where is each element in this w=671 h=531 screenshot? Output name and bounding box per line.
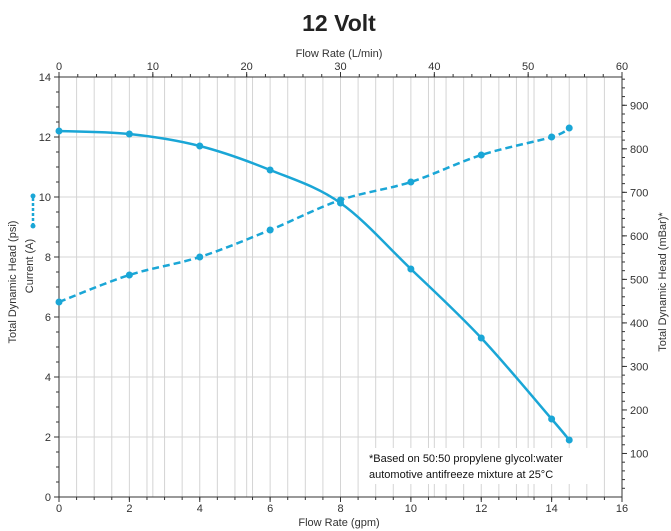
grid — [58, 76, 623, 498]
top-x-axis-title: Flow Rate (L/min) — [296, 48, 383, 60]
x-tick-label: 8 — [337, 503, 343, 515]
head-point — [125, 130, 133, 138]
x-tick-label: 14 — [546, 503, 558, 515]
current-point — [565, 124, 573, 132]
y-tick-label: 6 — [45, 312, 51, 324]
x2-tick-label: 20 — [241, 61, 253, 73]
x-tick-label: 6 — [267, 503, 273, 515]
current-line — [58, 126, 570, 304]
current-point — [407, 178, 415, 186]
y-tick-label: 4 — [45, 372, 51, 384]
y-tick-label: 0 — [45, 492, 51, 504]
x-tick-label: 2 — [126, 503, 132, 515]
y2-tick-label: 500 — [630, 274, 648, 286]
current-legend-swatch — [30, 193, 36, 229]
y-tick-label: 14 — [39, 72, 51, 84]
head-point — [196, 142, 204, 150]
current-point — [477, 151, 485, 159]
x-tick-label: 0 — [56, 503, 62, 515]
current-point — [55, 298, 63, 306]
right-y-axis-title: Total Dynamic Head (mBar)* — [657, 212, 669, 352]
head-point — [55, 127, 63, 135]
y2-tick-label: 800 — [630, 144, 648, 156]
current-point — [548, 133, 556, 141]
x-tick-label: 4 — [197, 503, 203, 515]
current-point — [266, 226, 274, 234]
current-point — [125, 271, 133, 279]
head-point — [407, 265, 415, 273]
y2-tick-label: 900 — [630, 100, 648, 112]
footnote-line-1: *Based on 50:50 propylene glycol:water — [369, 453, 563, 465]
footnote: *Based on 50:50 propylene glycol:water a… — [366, 448, 593, 484]
x2-tick-label: 30 — [334, 61, 346, 73]
series-group — [55, 124, 573, 444]
x-tick-label: 10 — [405, 503, 417, 515]
y2-tick-label: 400 — [630, 318, 648, 330]
head-point — [477, 334, 485, 342]
bottom-x-axis-title: Flow Rate (gpm) — [298, 517, 379, 529]
y2-tick-label: 100 — [630, 448, 648, 460]
chart-title: 12 Volt — [302, 10, 376, 36]
x2-tick-label: 60 — [616, 61, 628, 73]
y-tick-label: 8 — [45, 252, 51, 264]
x2-tick-label: 50 — [522, 61, 534, 73]
y-tick-label: 12 — [39, 132, 51, 144]
axes: 0 2 4 6 8 10 12 14 160 10 20 30 40 50 6002468101214100… — [39, 61, 649, 515]
x2-tick-label: 0 — [56, 61, 62, 73]
x-tick-label: 16 — [616, 503, 628, 515]
head-point — [548, 415, 556, 423]
current-axis-title: Current (A) — [24, 239, 36, 293]
current-point — [337, 196, 344, 204]
x-tick-label: 12 — [475, 503, 487, 515]
y-tick-label: 10 — [39, 192, 51, 204]
current-point — [196, 253, 204, 261]
y-tick-label: 2 — [45, 432, 51, 444]
head-point — [565, 436, 573, 444]
y2-tick-label: 200 — [630, 405, 648, 417]
footnote-line-2: automotive antifreeze mixture at 25°C — [369, 469, 553, 481]
head-point — [266, 166, 274, 174]
x2-tick-label: 40 — [428, 61, 440, 73]
x2-tick-label: 10 — [147, 61, 159, 73]
head-line — [58, 129, 571, 441]
left-y-axis-title: Total Dynamic Head (psi) — [7, 221, 19, 344]
y2-tick-label: 300 — [630, 361, 648, 373]
y2-tick-label: 600 — [630, 231, 648, 243]
y2-tick-label: 700 — [630, 187, 648, 199]
